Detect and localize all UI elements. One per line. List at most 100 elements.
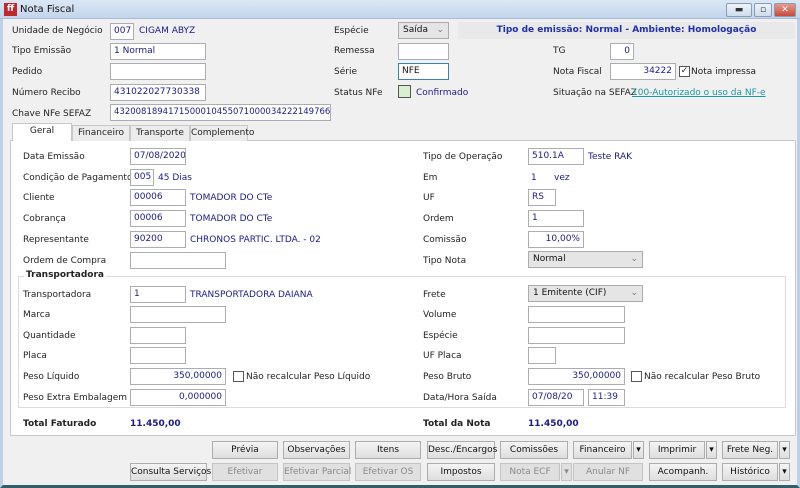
pedido-label: Pedido: [12, 67, 43, 77]
transportadora-group: [18, 276, 786, 408]
frete-neg-dropdown-icon[interactable]: ▾: [779, 441, 790, 459]
historico-button[interactable]: Histórico: [722, 463, 778, 481]
historico-dropdown-icon[interactable]: ▾: [779, 463, 790, 481]
uf-placa-input[interactable]: [528, 347, 556, 364]
transportadora-input[interactable]: 1: [130, 286, 186, 303]
tipo-emissao-label: Tipo Emissão: [12, 46, 72, 56]
tipo-operacao-desc: Teste RAK: [588, 152, 633, 162]
tipo-emissao-input[interactable]: 1 Normal: [110, 43, 206, 60]
financeiro-dropdown-icon[interactable]: ▾: [633, 441, 644, 459]
chevron-down-icon: ⌄: [630, 254, 638, 264]
tab-financeiro[interactable]: Financeiro: [72, 125, 130, 141]
tab-transporte[interactable]: Transporte: [130, 125, 190, 141]
numero-recibo-label: Número Recibo: [12, 88, 81, 98]
window-frame: [0, 19, 800, 488]
ordem-compra-label: Ordem de Compra: [23, 256, 107, 266]
imprimir-dropdown-icon[interactable]: ▾: [706, 441, 717, 459]
chave-label: Chave NFe SEFAZ: [12, 109, 92, 119]
remessa-input[interactable]: [398, 43, 449, 60]
ordem-input[interactable]: 1: [528, 210, 584, 227]
cliente-input[interactable]: 00006: [130, 189, 186, 206]
itens-button[interactable]: Itens: [355, 441, 421, 459]
nao-recalc-bruto-checkbox[interactable]: [631, 371, 642, 382]
status-indicator: [398, 85, 411, 98]
impostos-button[interactable]: Impostos: [427, 463, 495, 481]
nota-fiscal-input[interactable]: 34222: [610, 63, 676, 80]
desc-encargos-button[interactable]: Desc./Encargos: [427, 441, 497, 459]
observacoes-button[interactable]: Observações: [283, 441, 350, 459]
unidade-code-input[interactable]: 007: [110, 23, 134, 40]
hora-saida-input[interactable]: 11:39: [588, 389, 625, 406]
cobranca-name: TOMADOR DO CTe: [190, 214, 273, 224]
comissao-input[interactable]: 10,00%: [528, 231, 584, 248]
peso-liquido-input[interactable]: 350,00000: [130, 368, 226, 385]
em-unit: vez: [554, 173, 570, 183]
chave-input[interactable]: 4320081894171500010455071000034222149766…: [110, 104, 331, 121]
acompanh-button[interactable]: Acompanh.: [649, 463, 717, 481]
pedido-input[interactable]: [110, 63, 206, 80]
close-button[interactable]: ✕: [774, 3, 796, 17]
total-nota-label: Total da Nota: [423, 419, 491, 429]
frete-select[interactable]: 1 Emitente (CIF) ⌄: [528, 285, 643, 302]
efetivar-parcial-button[interactable]: Efetivar Parcial: [283, 463, 351, 481]
volume-label: Volume: [423, 310, 457, 320]
frete-neg-button[interactable]: Frete Neg.: [722, 441, 778, 459]
nota-ecf-button[interactable]: Nota ECF: [500, 463, 560, 481]
efetivar-os-button[interactable]: Efetivar OS: [355, 463, 421, 481]
especie-select[interactable]: Saída ⌄: [398, 22, 449, 39]
quantidade-input[interactable]: [130, 327, 186, 344]
nao-recalc-liquido-checkbox[interactable]: [233, 371, 244, 382]
tipo-operacao-input[interactable]: 510.1A: [528, 148, 584, 165]
peso-extra-input[interactable]: 0,000000: [130, 389, 226, 406]
tipo-nota-select[interactable]: Normal ⌄: [528, 251, 643, 268]
imprimir-button[interactable]: Imprimir: [649, 441, 705, 459]
placa-label: Placa: [23, 351, 47, 361]
maximize-button[interactable]: ▫: [754, 3, 772, 17]
tg-label: TG: [553, 46, 566, 56]
volume-input[interactable]: [528, 306, 625, 323]
placa-input[interactable]: [130, 347, 186, 364]
anular-nf-button[interactable]: Anular NF: [573, 463, 643, 481]
tab-geral[interactable]: Geral: [12, 123, 72, 141]
especie-transp-input[interactable]: [528, 327, 625, 344]
nota-impressa-checkbox[interactable]: ✓: [679, 66, 690, 77]
nota-impressa-label: Nota impressa: [691, 67, 757, 77]
consulta-servicos-button[interactable]: Consulta Serviços: [130, 463, 211, 481]
remessa-label: Remessa: [334, 46, 375, 56]
tg-input[interactable]: 0: [610, 43, 634, 60]
minimize-button[interactable]: ▬: [726, 3, 752, 17]
situacao-link[interactable]: 100-Autorizado o uso da NF-e: [632, 88, 766, 98]
nota-ecf-dropdown-icon[interactable]: ▾: [561, 463, 572, 481]
cigam-logo-icon: ff: [4, 3, 17, 16]
transportadora-name: TRANSPORTADORA DAIANA: [190, 290, 313, 300]
data-emissao-input[interactable]: 07/08/2020: [130, 148, 186, 165]
efetivar-button[interactable]: Efetivar: [212, 463, 278, 481]
peso-liquido-label: Peso Líquido: [23, 372, 80, 382]
cobranca-input[interactable]: 00006: [130, 210, 186, 227]
especie-value: Saída: [403, 25, 428, 35]
financeiro-button[interactable]: Financeiro: [573, 441, 632, 459]
uf-placa-label: UF Placa: [423, 351, 462, 361]
marca-label: Marca: [23, 310, 51, 320]
tab-complemento[interactable]: Complemento: [190, 125, 254, 141]
nao-recalc-liquido-label: Não recalcular Peso Líquido: [246, 372, 371, 382]
em-value: 1: [531, 173, 537, 183]
comissao-label: Comissão: [423, 235, 467, 245]
comissoes-button[interactable]: Comissões: [500, 441, 568, 459]
cond-pag-label: Condição de Pagamento: [23, 173, 133, 183]
marca-input[interactable]: [130, 306, 226, 323]
representante-input[interactable]: 90200: [130, 231, 186, 248]
serie-input[interactable]: NFE: [398, 63, 449, 80]
em-label: Em: [423, 173, 438, 183]
data-saida-input[interactable]: 07/08/20: [528, 389, 584, 406]
uf-input[interactable]: RS: [528, 189, 556, 206]
cond-pag-input[interactable]: 005: [130, 169, 154, 186]
numero-recibo-input[interactable]: 431022027730338: [110, 84, 206, 101]
ordem-compra-input[interactable]: [130, 252, 226, 269]
cliente-label: Cliente: [23, 193, 55, 203]
peso-bruto-input[interactable]: 350,00000: [528, 368, 625, 385]
nao-recalc-bruto-label: Não recalcular Peso Bruto: [644, 372, 761, 382]
ordem-label: Ordem: [423, 214, 454, 224]
previa-button[interactable]: Prévia: [212, 441, 278, 459]
emission-banner: Tipo de emissão: Normal - Ambiente: Homo…: [458, 22, 795, 39]
